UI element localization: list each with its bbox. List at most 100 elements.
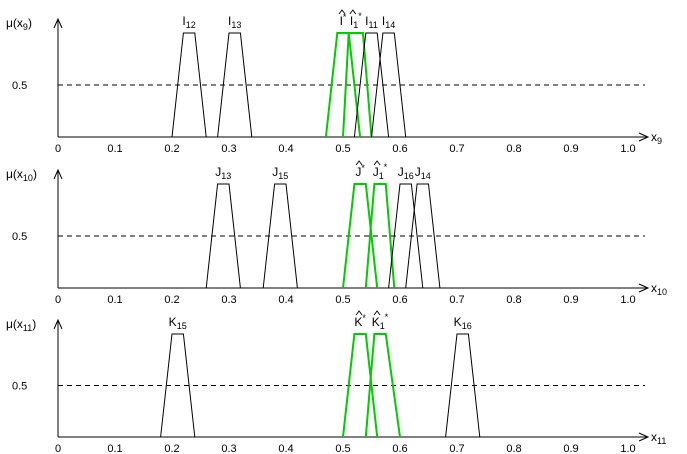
series-label-hat <box>373 160 381 166</box>
x-tick-label: 0.9 <box>563 443 578 454</box>
x-axis-arrow <box>638 432 650 442</box>
x-axis-arrow <box>638 283 650 293</box>
series-label: J14 <box>415 165 431 181</box>
series-label-main: I <box>365 14 368 28</box>
x-axis-arrow <box>638 132 650 142</box>
series-label: I11 <box>365 14 378 30</box>
y-axis-label-subscript: 9 <box>23 22 28 32</box>
series-label: I1* <box>350 11 362 30</box>
membership-function <box>388 183 424 289</box>
y-axis-label-subscript: 10 <box>23 173 33 183</box>
x-tick-label: 1.0 <box>620 443 635 454</box>
series-label-star: * <box>361 163 365 173</box>
y-axis-label-main: μ(x <box>6 16 23 30</box>
x-axis-label-subscript: 9 <box>657 136 662 146</box>
series-label-hat <box>355 310 363 316</box>
y-axis-label-main: μ(x <box>6 317 23 331</box>
y-axis-label-close: ) <box>28 16 32 30</box>
series-label-main: I <box>182 14 185 28</box>
series-label-main: J <box>373 165 379 179</box>
membership-function <box>324 32 362 138</box>
chart-panel-1: μ(x9)x90.50 0.1 0.2 0.3 0.4 0.5 0.6 0.7 0.8 0.9 1.… <box>6 9 662 155</box>
series-label-main: J <box>272 165 278 179</box>
series-label-hat <box>349 9 357 15</box>
series-label-hat <box>355 160 363 166</box>
x-axis-label-main: x <box>651 281 657 295</box>
series-label-main: J <box>398 165 404 179</box>
series-label-hat <box>338 9 346 15</box>
series-label-subscript: 14 <box>385 20 395 30</box>
x-tick-label: 0.4 <box>278 143 293 155</box>
series-label: K* <box>354 313 366 329</box>
x-tick-label: 1.0 <box>620 294 635 306</box>
series-label-main: I <box>340 14 343 28</box>
y-axis-label: μ(x10) <box>6 167 37 183</box>
x-tick-label: 0 <box>55 443 61 454</box>
series-label: J16 <box>398 165 414 181</box>
series-label: I* <box>340 12 347 28</box>
series-label-subscript: 13 <box>221 171 231 181</box>
series-label-star: * <box>358 11 362 21</box>
series-label-subscript: 15 <box>177 321 187 331</box>
membership-function <box>342 183 379 289</box>
membership-function <box>364 333 401 438</box>
membership-function <box>342 32 373 138</box>
series-label: K1* <box>372 312 389 331</box>
series-label-subscript: 1 <box>380 321 385 331</box>
series-label-subscript: 11 <box>369 20 378 30</box>
y-tick-label: 0.5 <box>12 381 27 393</box>
x-tick-label: 0.1 <box>107 443 122 454</box>
series-label-main: K <box>354 315 362 329</box>
x-tick-label: 0.8 <box>506 143 521 155</box>
x-tick-label: 0.9 <box>563 143 578 155</box>
series-label: J13 <box>215 165 231 181</box>
x-tick-label: 0.8 <box>506 294 521 306</box>
x-tick-label: 0.2 <box>164 143 179 155</box>
membership-function <box>262 183 298 289</box>
y-axis-label-subscript: 11 <box>23 323 32 333</box>
x-tick-label: 1.0 <box>620 143 635 155</box>
series-label-main: J <box>415 165 421 179</box>
series-label: J* <box>355 163 365 179</box>
membership-function <box>171 32 207 138</box>
series-label-main: K <box>169 315 177 329</box>
series-label-main: J <box>355 165 361 179</box>
x-tick-label: 0.5 <box>335 294 350 306</box>
x-tick-label: 0.4 <box>278 294 293 306</box>
y-axis-arrow <box>53 318 63 330</box>
membership-function <box>160 333 196 438</box>
y-axis-label-close: ) <box>32 317 36 331</box>
x-tick-label: 0.8 <box>506 443 521 454</box>
x-tick-label: 0.2 <box>164 443 179 454</box>
series-label: K16 <box>454 315 472 331</box>
membership-function <box>364 183 396 289</box>
x-axis-label-main: x <box>651 430 657 444</box>
y-tick-label: 0.5 <box>12 231 27 243</box>
x-tick-label: 0.4 <box>278 443 293 454</box>
membership-function <box>445 333 481 438</box>
x-tick-label: 0.1 <box>107 294 122 306</box>
x-axis-label-subscript: 10 <box>657 287 667 297</box>
series-label-subscript: 16 <box>404 171 414 181</box>
x-tick-label: 0.3 <box>221 443 236 454</box>
series-label-subscript: 14 <box>421 171 431 181</box>
x-axis-label: x9 <box>651 130 662 146</box>
x-tick-label: 0.1 <box>107 143 122 155</box>
x-tick-label: 0.6 <box>392 143 407 155</box>
series-label-main: I <box>228 14 231 28</box>
y-axis-label-close: ) <box>33 167 37 181</box>
x-tick-label: 0.5 <box>335 143 350 155</box>
series-label: K15 <box>169 315 187 331</box>
x-axis-label: x10 <box>651 281 667 297</box>
series-label-star: * <box>384 162 388 172</box>
series-label: J15 <box>272 165 288 181</box>
series-label-main: I <box>382 14 385 28</box>
series-label-main: K <box>372 315 380 329</box>
series-label-subscript: 12 <box>186 20 196 30</box>
y-axis-label-main: μ(x <box>6 167 23 181</box>
series-label-star: * <box>362 313 366 323</box>
membership-function <box>353 32 390 138</box>
